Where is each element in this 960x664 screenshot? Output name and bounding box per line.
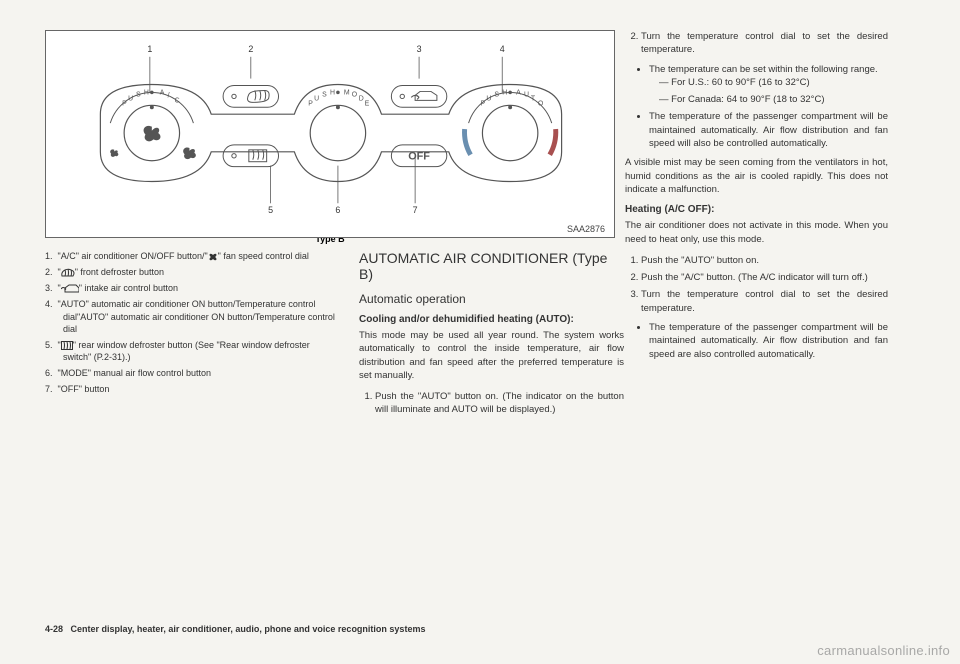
section-title: AUTOMATIC AIR CONDITIONER (Type B) [359, 250, 624, 282]
svg-text:U: U [524, 91, 529, 98]
steps-list: Push the "AUTO" button on. (The indicato… [359, 390, 624, 417]
list-item: The temperature can be set within the fo… [649, 63, 888, 107]
subsub-title: Cooling and/or dehumidified heating (AUT… [359, 314, 624, 325]
svg-text:H: H [330, 89, 335, 96]
svg-text:C: C [175, 97, 180, 104]
watermark: carmanualsonline.info [817, 643, 950, 658]
bullet-list: The temperature of the passenger compart… [625, 321, 888, 361]
svg-text:U: U [486, 95, 491, 102]
sub-title: Automatic operation [359, 292, 624, 306]
svg-text:U: U [128, 95, 133, 102]
list-item: Push the "A/C" button. (The A/C indicato… [641, 271, 888, 284]
list-item: For U.S.: 60 to 90°F (16 to 32°C) [659, 76, 888, 89]
svg-text:2: 2 [248, 44, 253, 54]
svg-text:7: 7 [413, 205, 418, 215]
list-item: Push the "AUTO" button on. (The indicato… [375, 390, 624, 417]
svg-text:/: / [168, 92, 170, 99]
svg-text:O: O [538, 100, 544, 107]
legend-item: 3. "" intake air control button [45, 282, 335, 294]
legend-list: 1. "A/C" air conditioner ON/OFF button/"… [45, 250, 335, 395]
svg-text:3: 3 [417, 44, 422, 54]
svg-text:S: S [494, 91, 499, 98]
body-text: This mode may be used all year round. Th… [359, 329, 624, 382]
svg-text:A: A [516, 89, 521, 96]
svg-text:U: U [314, 95, 319, 102]
control-panel-diagram: 1 2 3 4 5 6 7 [45, 30, 615, 238]
svg-text:A: A [160, 89, 165, 96]
svg-text:M: M [344, 89, 350, 96]
list-item: Turn the temperature control dial to set… [641, 288, 888, 315]
legend-item: 6. "MODE" manual air flow control button [45, 367, 335, 379]
body-text: A visible mist may be seen coming from t… [625, 156, 888, 196]
svg-text:E: E [365, 100, 370, 107]
legend-item: 5. "" rear window defroster button (See … [45, 339, 335, 363]
svg-text:6: 6 [335, 205, 340, 215]
legend-item: 4. "AUTO" automatic air conditioner ON b… [45, 298, 335, 334]
svg-text:OFF: OFF [408, 151, 430, 163]
svg-text:P: P [308, 100, 313, 107]
svg-text:H: H [144, 89, 149, 96]
svg-text:P: P [122, 100, 127, 107]
steps-list: Turn the temperature control dial to set… [625, 30, 888, 57]
diagram-code: SAA2876 [45, 224, 615, 234]
list-item: The temperature of the passenger compart… [649, 110, 888, 150]
list-item: For Canada: 64 to 90°F (18 to 32°C) [659, 93, 888, 106]
svg-text:O: O [352, 91, 358, 98]
svg-text:D: D [359, 95, 364, 102]
list-item: The temperature of the passenger compart… [649, 321, 888, 361]
svg-text:1: 1 [147, 44, 152, 54]
svg-text:5: 5 [268, 205, 273, 215]
svg-text:P: P [480, 100, 485, 107]
svg-text:H: H [502, 89, 507, 96]
steps-list: Push the "AUTO" button on. Push the "A/C… [625, 254, 888, 315]
legend-item: 7. "OFF" button [45, 383, 335, 395]
svg-text:4: 4 [500, 44, 505, 54]
svg-text:T: T [531, 95, 536, 102]
svg-text:S: S [322, 91, 327, 98]
svg-text:S: S [136, 91, 141, 98]
bullet-list: The temperature can be set within the fo… [625, 63, 888, 151]
list-item: Turn the temperature control dial to set… [641, 30, 888, 57]
list-item: Push the "AUTO" button on. [641, 254, 888, 267]
legend-item: 2. "" front defroster button [45, 266, 335, 278]
legend-item: 1. "A/C" air conditioner ON/OFF button/"… [45, 250, 335, 262]
page-footer: 4-28 Center display, heater, air conditi… [45, 624, 425, 634]
body-text: The air conditioner does not activate in… [625, 219, 888, 246]
subsub-title: Heating (A/C OFF): [625, 204, 888, 215]
